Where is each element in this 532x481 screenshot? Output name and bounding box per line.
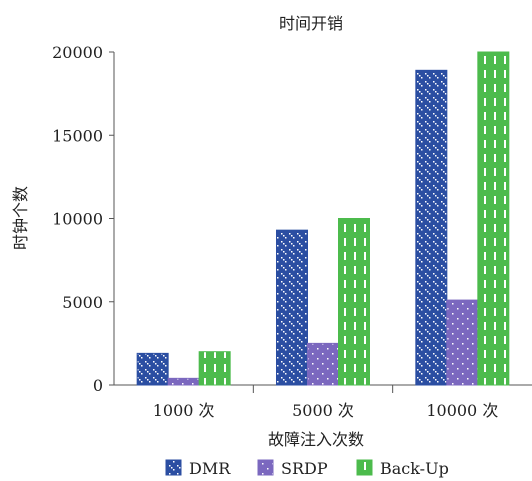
bar-back-up xyxy=(198,351,231,386)
legend-label: DMR xyxy=(189,459,231,478)
bar-srdp xyxy=(167,377,200,386)
chart-title: 时间开销 xyxy=(279,14,343,33)
x-axis: 1000 次 5000 次 10000 次 xyxy=(114,384,532,420)
x-axis-label: 故障注入次数 xyxy=(268,430,364,449)
y-tick-label: 5000 xyxy=(62,293,103,312)
bar-back-up xyxy=(477,51,510,386)
y-tick-label: 15000 xyxy=(52,126,103,145)
bar-srdp xyxy=(307,342,339,386)
legend-label: Back-Up xyxy=(380,459,449,478)
legend-swatch xyxy=(165,459,182,476)
bar-dmr xyxy=(415,69,448,386)
bar-back-up xyxy=(338,218,370,386)
x-tick-label: 5000 次 xyxy=(292,401,354,420)
legend: DMR SRDP Back-Up xyxy=(165,459,449,478)
legend-swatch xyxy=(257,459,274,476)
y-tick-label: 20000 xyxy=(52,43,103,62)
y-axis: 0 5000 10000 15000 20000 xyxy=(52,43,115,395)
x-tick-label: 10000 次 xyxy=(426,401,498,420)
bar-srdp xyxy=(446,299,479,386)
y-axis-label: 时钟个数 xyxy=(11,186,30,250)
bars xyxy=(136,51,510,386)
legend-swatch xyxy=(356,459,373,476)
bar-dmr xyxy=(276,229,308,386)
legend-label: SRDP xyxy=(281,459,328,478)
bar-dmr xyxy=(136,352,169,386)
x-tick-label: 1000 次 xyxy=(153,401,215,420)
y-tick-label: 0 xyxy=(93,376,103,395)
y-tick-label: 10000 xyxy=(52,210,103,229)
